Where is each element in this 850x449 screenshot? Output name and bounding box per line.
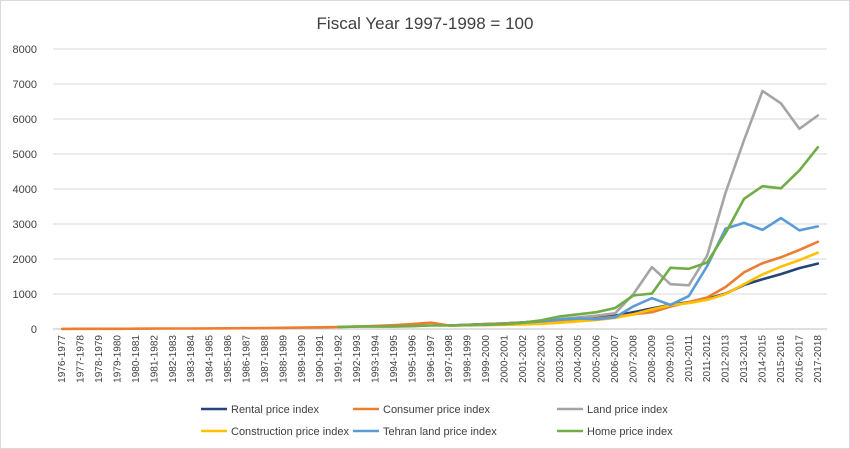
legend-label-2: Land price index [587, 404, 668, 416]
chart-title: Fiscal Year 1997-1998 = 100 [317, 14, 534, 33]
x-tick-label: 2012-2013 [721, 335, 732, 383]
x-tick-label: 2008-2009 [647, 335, 658, 383]
series-line-4 [447, 216, 820, 327]
legend: Rental price index Consumer price index La… [201, 404, 673, 438]
x-tick-label: 2009-2010 [665, 335, 676, 383]
x-tick-label: 1993-1994 [371, 335, 382, 383]
x-tick-label: 1978-1979 [94, 335, 105, 383]
legend-label-5: Home price index [587, 426, 673, 438]
x-tick-label: 1982-1983 [168, 335, 179, 383]
x-tick-label: 2005-2006 [592, 335, 603, 383]
x-tick-label: 1989-1990 [297, 335, 308, 383]
x-tick-label: 1977-1978 [76, 335, 87, 383]
gridlines [53, 48, 827, 330]
x-tick-label: 2010-2011 [684, 335, 695, 383]
y-tick-label: 4000 [13, 184, 37, 196]
x-tick-label: 1983-1984 [186, 335, 197, 383]
y-tick-label: 2000 [13, 254, 37, 266]
x-tick-label: 2013-2014 [739, 335, 750, 383]
x-tick-label: 2003-2004 [555, 335, 566, 383]
y-axis: 0 1000 2000 3000 4000 5000 6000 7000 8000 [13, 44, 37, 336]
x-tick-label: 2011-2012 [702, 335, 713, 383]
x-tick-label: 2004-2005 [573, 335, 584, 383]
x-tick-label: 2014-2015 [758, 335, 769, 383]
legend-label-3: Construction price index [231, 426, 350, 438]
x-tick-label: 1991-1992 [334, 335, 345, 383]
x-tick-label: 1994-1995 [389, 335, 400, 383]
x-tick-label: 1976-1977 [57, 335, 68, 383]
x-tick-label: 1985-1986 [223, 335, 234, 383]
y-tick-label: 0 [31, 324, 37, 336]
x-tick-label: 1990-1991 [315, 335, 326, 383]
x-tick-label: 1987-1988 [260, 335, 271, 383]
series-line-2 [447, 89, 820, 327]
x-tick-label: 2002-2003 [536, 335, 547, 383]
y-tick-label: 7000 [13, 79, 37, 91]
y-tick-label: 8000 [13, 44, 37, 56]
x-tick-label: 1988-1989 [278, 335, 289, 383]
x-tick-label: 1995-1996 [407, 335, 418, 383]
x-tick-label: 1996-1997 [426, 335, 437, 383]
x-tick-label: 2007-2008 [629, 335, 640, 383]
x-tick-label: 1981-1982 [149, 335, 160, 383]
y-tick-label: 5000 [13, 149, 37, 161]
legend-label-0: Rental price index [231, 404, 320, 416]
series-lines [60, 89, 820, 331]
x-axis: 1976-1977 1977-1978 1978-1979 1979-1980 1980… [57, 335, 824, 383]
legend-label-1: Consumer price index [383, 404, 490, 416]
series-line-1 [60, 240, 820, 331]
x-tick-label: 1992-1993 [352, 335, 363, 383]
x-tick-label: 1998-1999 [463, 335, 474, 383]
y-tick-label: 3000 [13, 219, 37, 231]
x-tick-label: 1999-2000 [481, 335, 492, 383]
x-tick-label: 2016-2017 [794, 335, 805, 383]
x-tick-label: 2006-2007 [610, 335, 621, 383]
y-tick-label: 6000 [13, 114, 37, 126]
legend-label-4: Tehran land price index [383, 426, 497, 438]
x-tick-label: 1997-1998 [444, 335, 455, 383]
x-tick-label: 1986-1987 [242, 335, 253, 383]
x-tick-label: 1984-1985 [205, 335, 216, 383]
x-tick-label: 2000-2001 [500, 335, 511, 383]
x-tick-label: 2017-2018 [813, 335, 824, 383]
x-tick-label: 1979-1980 [113, 335, 124, 383]
x-tick-label: 2015-2016 [776, 335, 787, 383]
y-tick-label: 1000 [13, 289, 37, 301]
x-tick-label: 2001-2002 [518, 335, 529, 383]
x-tick-label: 1980-1981 [131, 335, 142, 383]
series-line-5 [337, 146, 820, 329]
